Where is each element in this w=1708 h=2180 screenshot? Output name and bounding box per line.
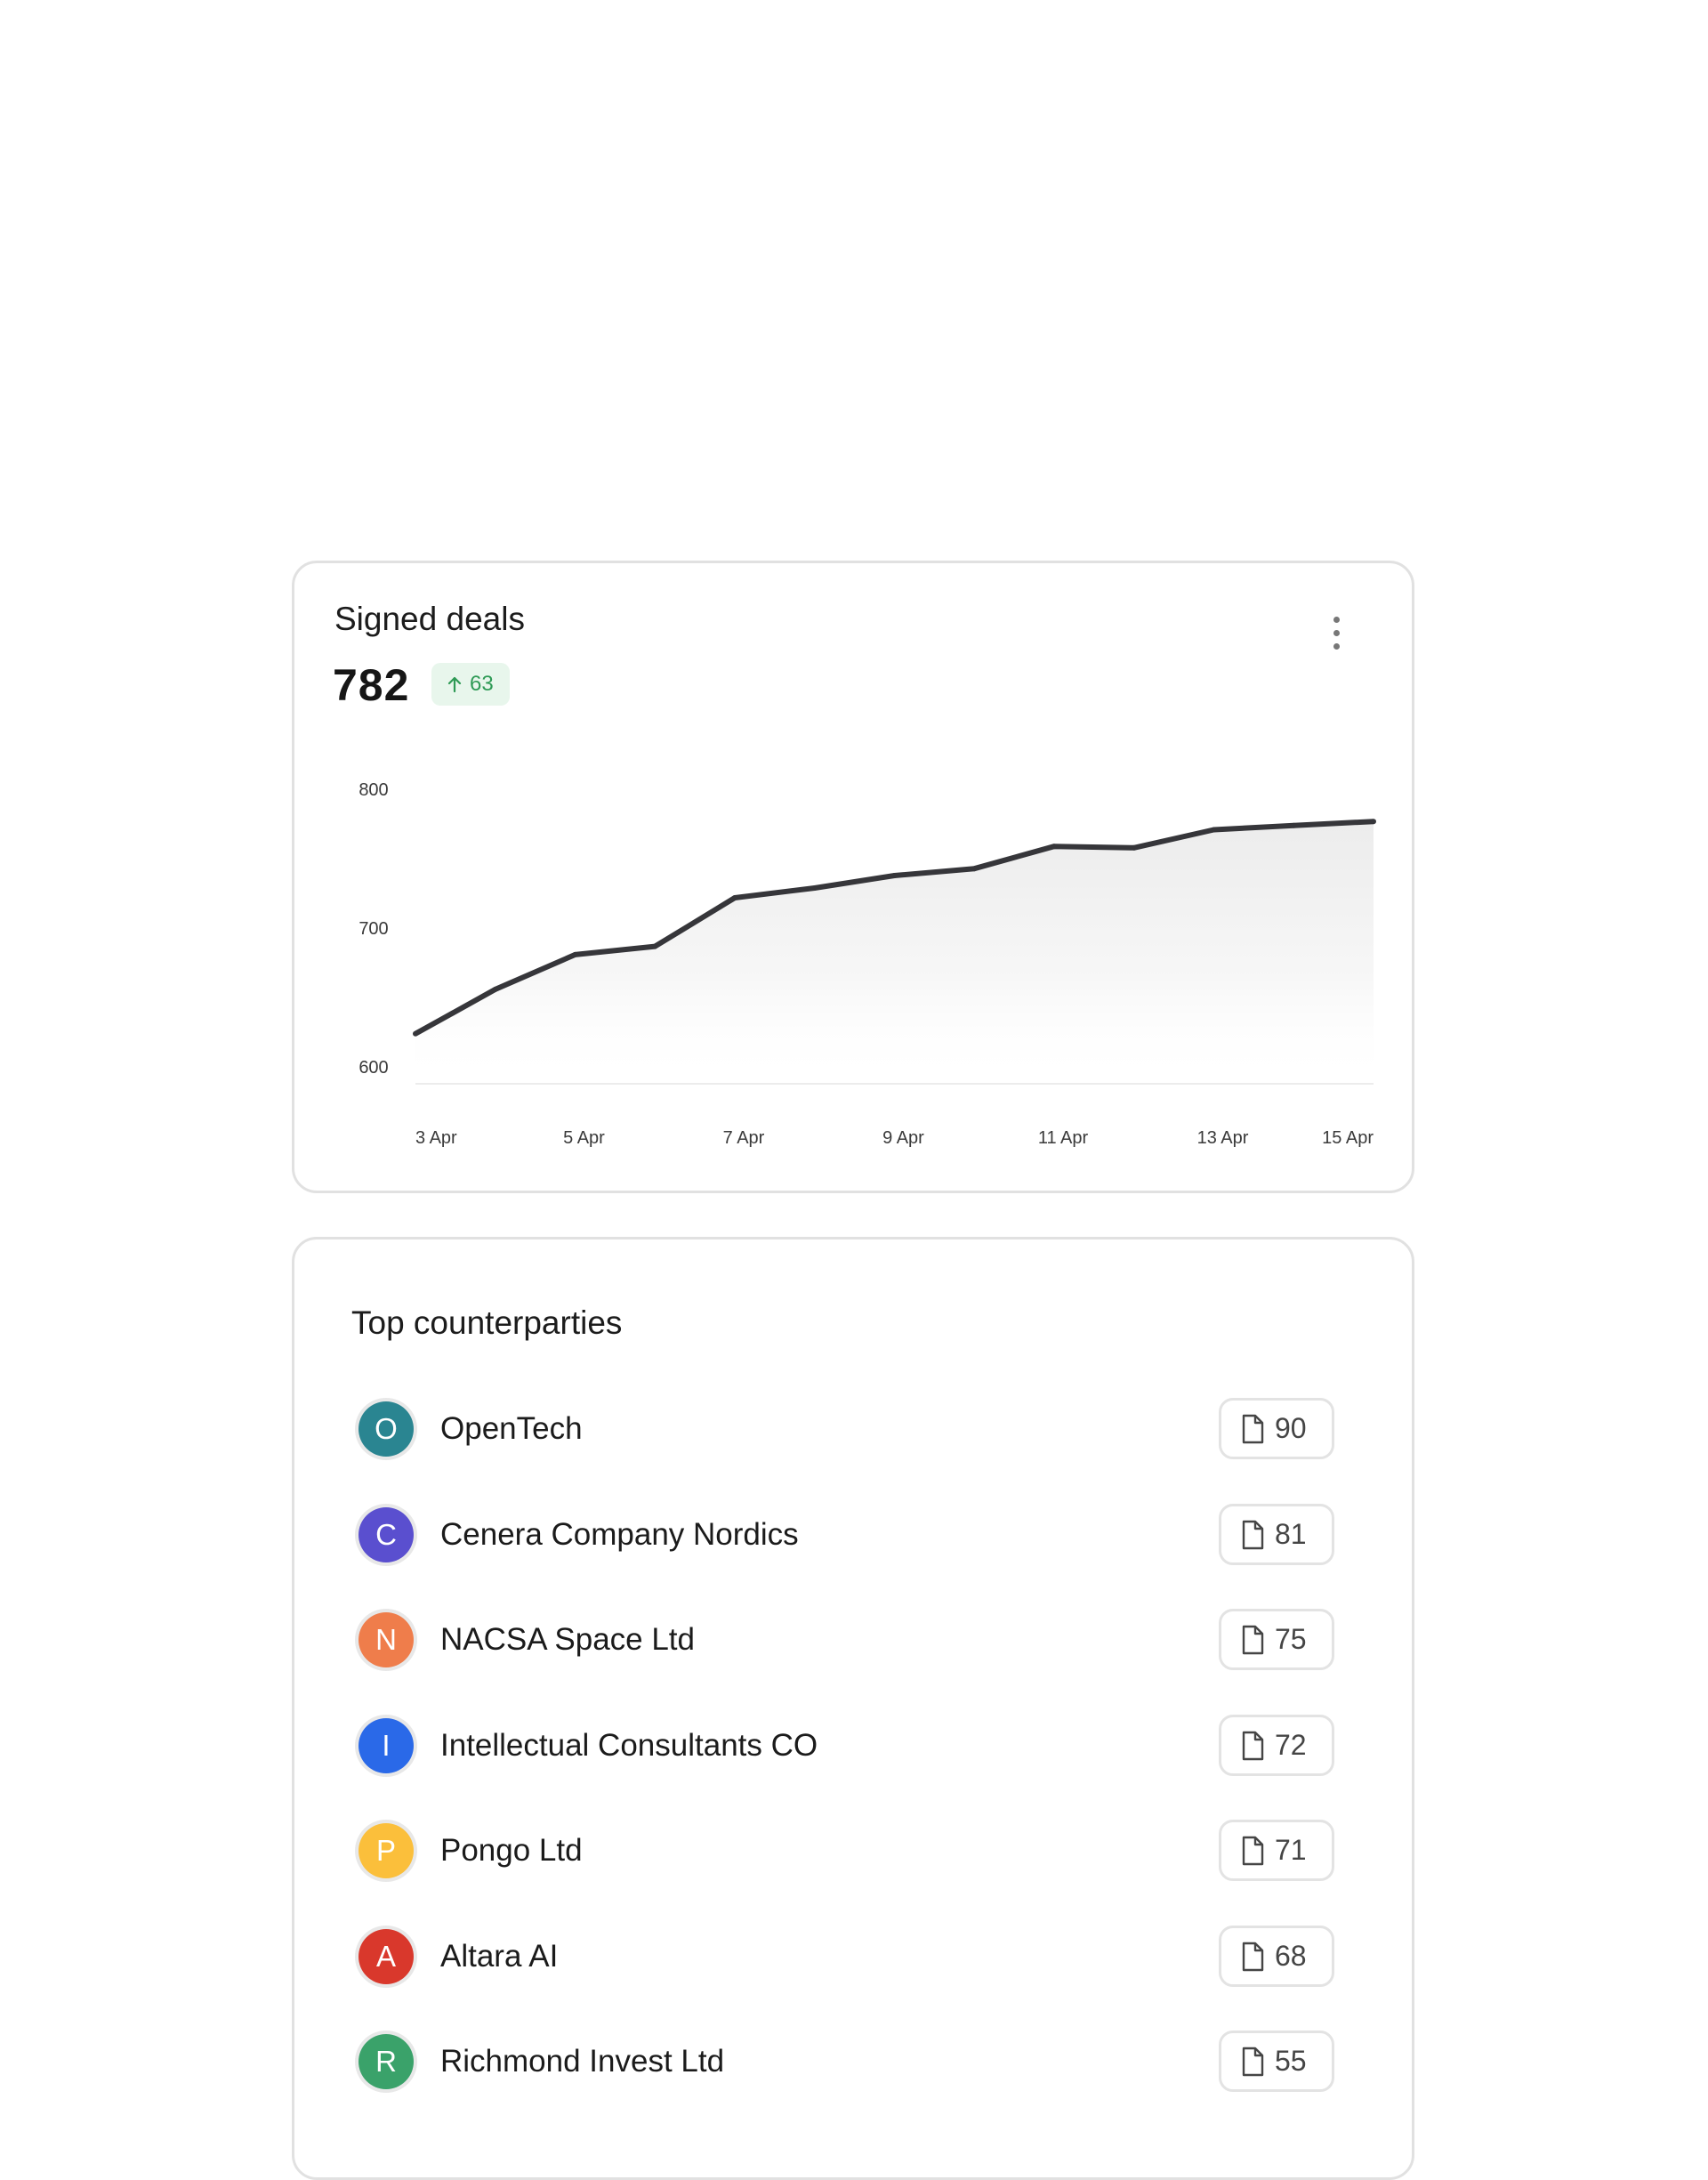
document-icon (1242, 1942, 1264, 1971)
top-counterparties-title: Top counterparties (351, 1304, 623, 1341)
counterparty-name: Pongo Ltd (440, 1833, 583, 1868)
chart-point (1131, 844, 1137, 851)
more-options-icon[interactable] (1326, 617, 1346, 652)
y-tick-label: 700 (359, 919, 388, 939)
counterparty-name: Richmond Invest Ltd (440, 2044, 725, 2079)
arrow-up-icon (447, 676, 462, 693)
x-tick-label: 3 Apr (415, 1128, 457, 1148)
counterparty-row[interactable]: C Cenera Company Nordics 81 (294, 1504, 1412, 1575)
x-tick-label: 5 Apr (563, 1128, 605, 1148)
document-count: 71 (1275, 1834, 1307, 1866)
avatar: C (359, 1507, 414, 1562)
chart-point (732, 895, 737, 900)
document-count: 55 (1275, 2045, 1307, 2077)
counterparty-name: Intellectual Consultants CO (440, 1728, 818, 1763)
document-count-button[interactable]: 55 (1219, 2031, 1334, 2092)
document-icon (1242, 1414, 1264, 1443)
counterparty-row[interactable]: P Pongo Ltd 71 (294, 1820, 1412, 1891)
counterparty-row[interactable]: O OpenTech 90 (294, 1398, 1412, 1469)
document-count: 90 (1275, 1412, 1307, 1444)
chart-point (572, 951, 578, 957)
document-count-button[interactable]: 75 (1219, 1609, 1334, 1670)
document-icon (1242, 1520, 1264, 1549)
x-tick-label: 15 Apr (1322, 1128, 1374, 1148)
avatar: N (359, 1612, 414, 1667)
document-icon (1242, 1836, 1264, 1865)
avatar: O (359, 1401, 414, 1457)
chart-point (891, 873, 898, 878)
chart-point (1211, 827, 1217, 833)
counterparty-row[interactable]: N NACSA Space Ltd 75 (294, 1609, 1412, 1680)
counterparty-name: NACSA Space Ltd (440, 1622, 695, 1657)
document-count-button[interactable]: 72 (1219, 1715, 1334, 1776)
document-count-button[interactable]: 71 (1219, 1820, 1334, 1881)
change-value: 63 (470, 672, 494, 696)
document-icon (1242, 1625, 1264, 1654)
x-tick-label: 9 Apr (882, 1128, 924, 1148)
y-tick-label: 800 (359, 780, 388, 800)
counterparty-name: Cenera Company Nordics (440, 1517, 799, 1552)
chart-point (1371, 819, 1376, 825)
counterparty-name: OpenTech (440, 1411, 583, 1446)
chart-point (652, 943, 658, 949)
y-tick-label: 600 (359, 1058, 388, 1078)
signed-deals-value: 782 (333, 660, 410, 710)
x-tick-label: 11 Apr (1038, 1128, 1089, 1148)
document-icon (1242, 1731, 1264, 1760)
avatar: I (359, 1718, 414, 1773)
chart-area (415, 821, 1374, 1084)
counterparty-row[interactable]: A Altara AI 68 (294, 1926, 1412, 1997)
counterparty-row[interactable]: I Intellectual Consultants CO 72 (294, 1715, 1412, 1786)
x-tick-label: 7 Apr (723, 1128, 765, 1148)
counterparty-row[interactable]: R Richmond Invest Ltd 55 (294, 2031, 1412, 2102)
document-count: 75 (1275, 1623, 1307, 1655)
signed-deals-chart: 800 700 600 3 Apr 5 Apr 7 Apr 9 Apr 11 Apr 13 Ap… (359, 780, 1376, 1148)
chart-point (492, 986, 498, 992)
document-count: 68 (1275, 1940, 1307, 1972)
document-count: 72 (1275, 1729, 1307, 1761)
change-badge: 63 (431, 663, 510, 706)
chart-point (1291, 822, 1297, 828)
signed-deals-title: Signed deals (334, 601, 525, 637)
document-count-button[interactable]: 90 (1219, 1398, 1334, 1459)
avatar: P (359, 1823, 414, 1878)
avatar: A (359, 1929, 414, 1984)
document-count-button[interactable]: 68 (1219, 1926, 1334, 1987)
document-count-button[interactable]: 81 (1219, 1504, 1334, 1565)
chart-point (1051, 844, 1057, 850)
chart-point (971, 866, 978, 872)
avatar: R (359, 2034, 414, 2089)
chart-point (811, 885, 818, 891)
document-count: 81 (1275, 1518, 1307, 1550)
document-icon (1242, 2047, 1264, 2076)
top-counterparties-card: Top counterparties O OpenTech 90 C Cener… (292, 1237, 1414, 2180)
chart-point (413, 1030, 418, 1037)
x-tick-label: 13 Apr (1197, 1128, 1249, 1148)
signed-deals-card: Signed deals 782 63 800 700 600 3 Apr 5 Apr 7… (292, 561, 1414, 1193)
counterparty-name: Altara AI (440, 1939, 559, 1974)
